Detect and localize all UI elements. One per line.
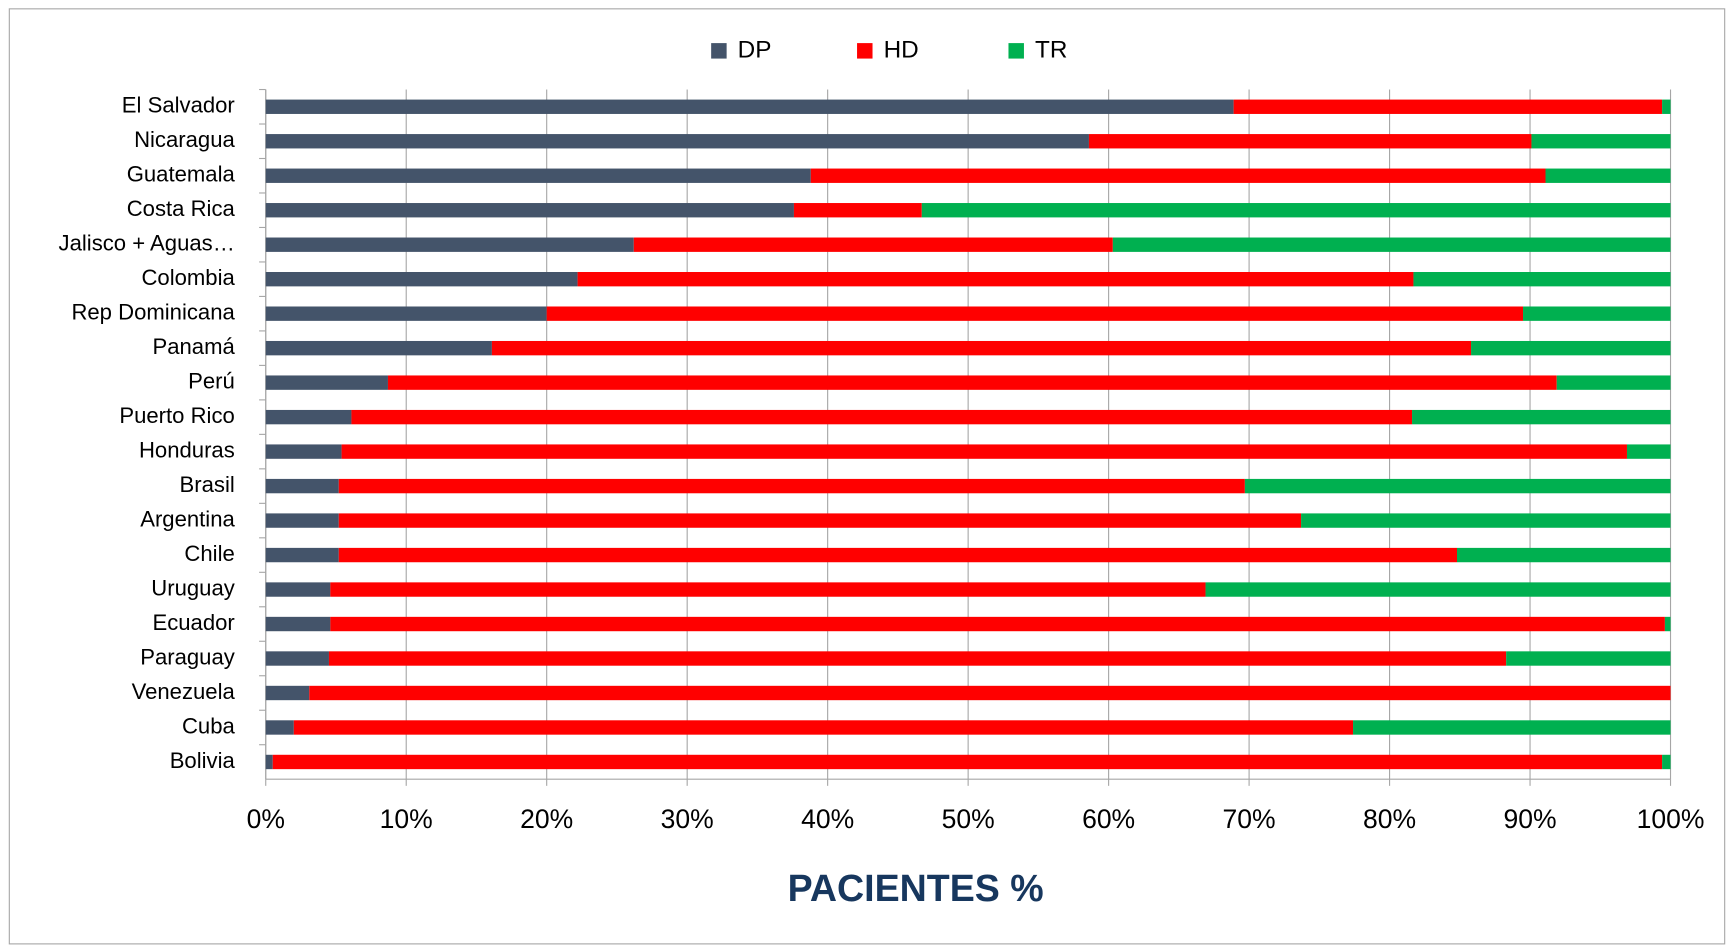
bar-segment xyxy=(338,547,1457,563)
x-tick-label: 50% xyxy=(942,804,995,834)
bar-segment xyxy=(265,685,310,701)
bar-segment xyxy=(265,582,331,597)
bar-segment xyxy=(810,168,1546,183)
x-tick-label: 70% xyxy=(1223,804,1276,834)
bar-segment xyxy=(265,547,339,563)
y-tick-label: Venezuela xyxy=(132,679,236,704)
y-tick-label: Perú xyxy=(188,368,235,393)
bar-segment xyxy=(1471,340,1671,356)
y-tick-label: Uruguay xyxy=(151,575,235,600)
bar-segment xyxy=(265,513,339,528)
bar-segment xyxy=(1301,513,1671,528)
bar-segment xyxy=(338,478,1245,494)
y-tick-label: El Salvador xyxy=(122,93,235,118)
y-tick-label: Honduras xyxy=(139,437,235,462)
bar-segment xyxy=(546,306,1524,321)
bar-segment xyxy=(577,272,1414,287)
bar-segment xyxy=(265,754,273,770)
y-tick-label: Nicaragua xyxy=(134,127,235,152)
x-axis-title: PACIENTES % xyxy=(788,867,1044,909)
x-tick-label: 40% xyxy=(801,804,854,834)
bar-segment xyxy=(1088,134,1532,149)
bar-segment xyxy=(272,754,1663,770)
bar-segment xyxy=(265,478,339,494)
bar-segment xyxy=(1662,754,1671,770)
legend-swatch xyxy=(711,43,727,59)
legend-label: HD xyxy=(884,36,919,63)
bar-segment xyxy=(491,340,1472,356)
bar-segment xyxy=(633,237,1113,252)
chart-frame xyxy=(8,8,1726,945)
y-tick-label: Puerto Rico xyxy=(119,403,234,428)
bar-segment xyxy=(1205,582,1671,597)
bar-segment xyxy=(1662,99,1671,114)
bar-segment xyxy=(265,203,794,218)
y-tick-label: Ecuador xyxy=(152,610,234,635)
bar-segment xyxy=(265,616,331,632)
legend-label: TR xyxy=(1035,36,1067,63)
y-tick-label: Rep Dominicana xyxy=(71,300,235,325)
bar-segment xyxy=(328,651,1507,666)
bar-segment xyxy=(338,513,1302,528)
x-tick-label: 10% xyxy=(380,804,433,834)
bar-segment xyxy=(1531,134,1671,149)
bar-segment xyxy=(1506,651,1671,666)
x-tick-label: 30% xyxy=(661,804,714,834)
x-tick-label: 90% xyxy=(1504,804,1557,834)
bar-segment xyxy=(309,685,1671,701)
bar-segment xyxy=(265,720,294,735)
bar-segment xyxy=(265,444,342,459)
y-tick-label: Colombia xyxy=(141,265,235,290)
y-tick-label: Jalisco + Aguas… xyxy=(59,231,235,256)
bar-segment xyxy=(265,237,634,252)
bar-segment xyxy=(1353,720,1671,735)
y-tick-label: Brasil xyxy=(180,472,235,497)
bar-segment xyxy=(330,616,1665,632)
y-tick-label: Chile xyxy=(184,541,234,566)
x-tick-label: 60% xyxy=(1082,804,1135,834)
bar-segment xyxy=(1626,444,1671,459)
bar-segment xyxy=(265,134,1089,149)
bar-segment xyxy=(1545,168,1671,183)
y-tick-label: Panamá xyxy=(152,334,235,359)
bar-segment xyxy=(1556,375,1671,390)
bar-segment xyxy=(265,99,1234,114)
y-tick-label: Cuba xyxy=(182,713,236,738)
bar-segment xyxy=(265,272,578,287)
bar-segment xyxy=(1523,306,1671,321)
x-tick-label: 0% xyxy=(247,804,285,834)
bar-segment xyxy=(351,409,1413,425)
bar-segment xyxy=(265,340,492,356)
bar-segment xyxy=(265,168,811,183)
bar-segment xyxy=(387,375,1557,390)
bar-segment xyxy=(1456,547,1671,563)
y-tick-label: Argentina xyxy=(140,506,235,531)
bar-segment xyxy=(341,444,1627,459)
legend-label: DP xyxy=(738,36,772,63)
bar-segment xyxy=(1413,272,1671,287)
x-tick-label: 20% xyxy=(520,804,573,834)
legend-swatch xyxy=(1008,43,1024,59)
bar-segment xyxy=(330,582,1206,597)
bar-segment xyxy=(921,203,1671,218)
y-tick-label: Guatemala xyxy=(127,162,236,187)
bar-segment xyxy=(265,409,352,425)
y-tick-label: Bolivia xyxy=(170,748,236,773)
legend-swatch xyxy=(857,43,873,59)
y-tick-label: Costa Rica xyxy=(127,196,236,221)
bar-segment xyxy=(265,651,329,666)
bar-segment xyxy=(265,375,388,390)
bar-segment xyxy=(1664,616,1671,632)
bar-segment xyxy=(265,306,547,321)
bar-segment xyxy=(1244,478,1671,494)
y-tick-label: Paraguay xyxy=(140,644,235,669)
bar-segment xyxy=(793,203,922,218)
bar-segment xyxy=(1233,99,1663,114)
x-tick-label: 80% xyxy=(1363,804,1416,834)
bar-segment xyxy=(1112,237,1671,252)
bar-segment xyxy=(1412,409,1671,425)
bar-segment xyxy=(293,720,1354,735)
x-tick-label: 100% xyxy=(1637,804,1705,834)
